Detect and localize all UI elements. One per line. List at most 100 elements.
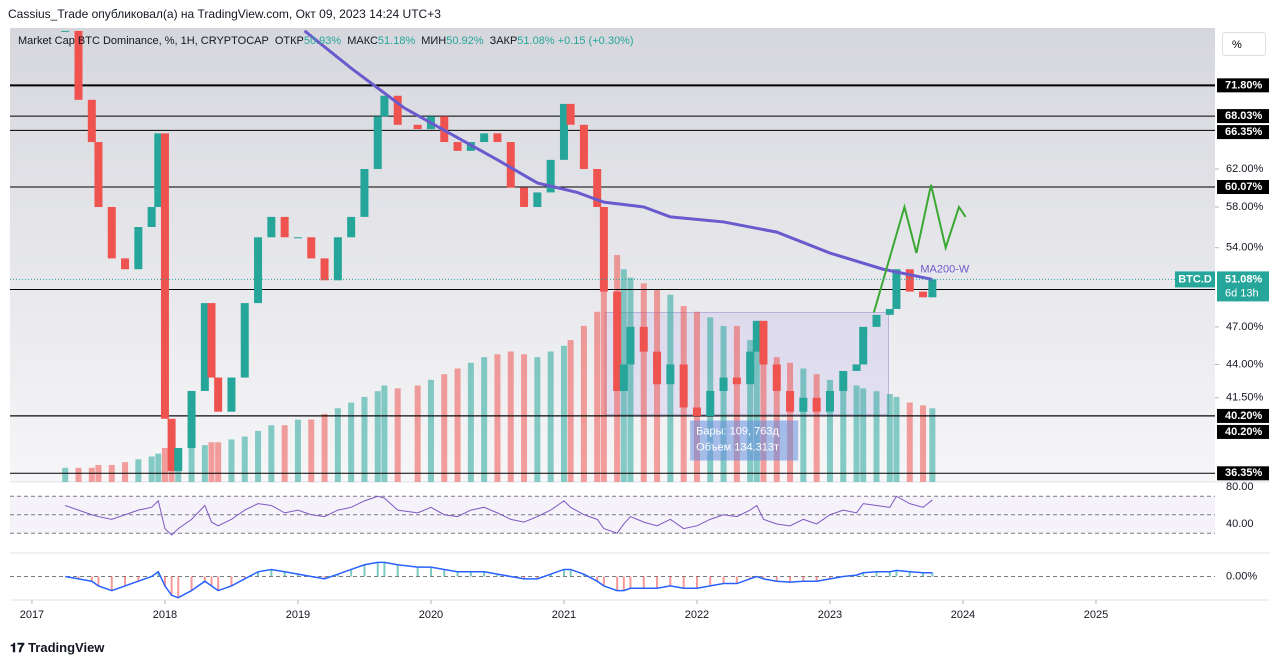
volume-bar [521, 354, 528, 482]
candle [147, 206, 156, 227]
volume-bar [560, 345, 567, 482]
candle [799, 397, 808, 412]
volume-bar [800, 368, 807, 482]
volume-bar [394, 388, 401, 482]
level-label: 68.03% [1225, 110, 1263, 122]
candle [692, 407, 701, 416]
candle [506, 142, 515, 188]
macd-hist [895, 570, 898, 577]
rsi-tick-label: 40.00 [1226, 518, 1254, 530]
volume-bar [494, 354, 501, 482]
volume-bar [381, 385, 388, 482]
level-label: 66.35% [1225, 126, 1263, 138]
candle [852, 364, 861, 371]
level-tag [1217, 180, 1269, 195]
macd-hist [888, 571, 891, 577]
candle [619, 364, 628, 391]
volume-bar [920, 405, 927, 482]
macd-hist [695, 576, 698, 589]
candle [227, 377, 236, 412]
macd-hist [336, 574, 339, 577]
volume-bar [75, 467, 82, 482]
volume-bar [853, 385, 860, 482]
legend: Market Cap BTC Dominance, %, 1H, CRYPTOC… [18, 35, 634, 47]
candle [520, 187, 529, 207]
volume-bar [215, 442, 222, 482]
macd-hist [596, 576, 599, 582]
macd-hist [922, 572, 925, 577]
candle [373, 116, 382, 169]
volume-bar [720, 325, 727, 482]
volume-bar [308, 419, 315, 482]
candle [347, 216, 356, 238]
macd-hist [642, 576, 645, 589]
volume-bar [481, 357, 488, 482]
candle [706, 390, 715, 416]
candle [719, 377, 728, 391]
candle [174, 448, 183, 471]
volume-bar [321, 413, 328, 482]
volume-bar [281, 425, 288, 482]
level-label: 36.35% [1225, 467, 1263, 479]
level-tag [1217, 78, 1269, 93]
symbol-title: Market Cap BTC Dominance, %, 1H, CRYPTOC… [18, 35, 269, 47]
candle [679, 364, 688, 408]
volume-bar [188, 445, 195, 482]
macd-hist [762, 576, 765, 579]
candle [333, 237, 342, 281]
macd-hist [77, 576, 80, 579]
ohlc-label: ОТКР [274, 35, 304, 47]
volume-bar [374, 391, 381, 482]
candle [154, 133, 163, 207]
x-tick-label: 2018 [153, 609, 177, 621]
macd-hist [170, 576, 173, 596]
macd-hist [815, 576, 818, 582]
ma-label: MA200-W [920, 263, 970, 275]
level-tag [1217, 109, 1269, 124]
ohlc-value: 51.08% [517, 35, 555, 47]
macd-hist [862, 572, 865, 577]
candle [453, 142, 462, 151]
candle [732, 377, 741, 385]
level-tag [1217, 408, 1269, 423]
candle [94, 142, 103, 207]
x-tick-label: 2024 [951, 609, 975, 621]
macd-hist [416, 567, 419, 577]
candle [786, 390, 795, 412]
volume-bar [441, 374, 448, 482]
candle [872, 314, 881, 327]
candle [87, 99, 96, 143]
level-label: 71.80% [1225, 79, 1263, 91]
scale-button[interactable]: % [1222, 32, 1266, 56]
symbol-tag-label: BTC.D [1178, 273, 1212, 285]
macd-hist [350, 569, 353, 577]
change: +0.15 (+0.30%) [557, 35, 634, 47]
volume-bar [361, 396, 368, 482]
ohlc-value: 50.93% [303, 35, 342, 47]
macd-hist [230, 576, 233, 586]
candle [413, 124, 422, 130]
candle [134, 226, 143, 270]
level-tag [1217, 466, 1269, 481]
macd-tick-label: 0.00% [1226, 570, 1257, 582]
candle [812, 397, 821, 412]
y-tick-label: 62.00% [1226, 163, 1264, 175]
candle [254, 237, 263, 304]
candle [167, 418, 176, 471]
volume-bar [268, 425, 275, 482]
macd-hist [802, 576, 805, 582]
volume-bar [654, 289, 661, 482]
candle [772, 364, 781, 391]
macd-hist [217, 576, 220, 591]
macd-hist [396, 564, 399, 577]
candle [919, 291, 928, 298]
candle [639, 326, 648, 352]
macd-hist [203, 576, 206, 582]
candle [74, 30, 83, 100]
candle [752, 320, 761, 352]
y-tick-label: 47.00% [1226, 321, 1264, 333]
candle [493, 133, 502, 143]
macd-hist [549, 574, 552, 577]
volume-bar [760, 354, 767, 482]
volume-bar [747, 340, 754, 482]
